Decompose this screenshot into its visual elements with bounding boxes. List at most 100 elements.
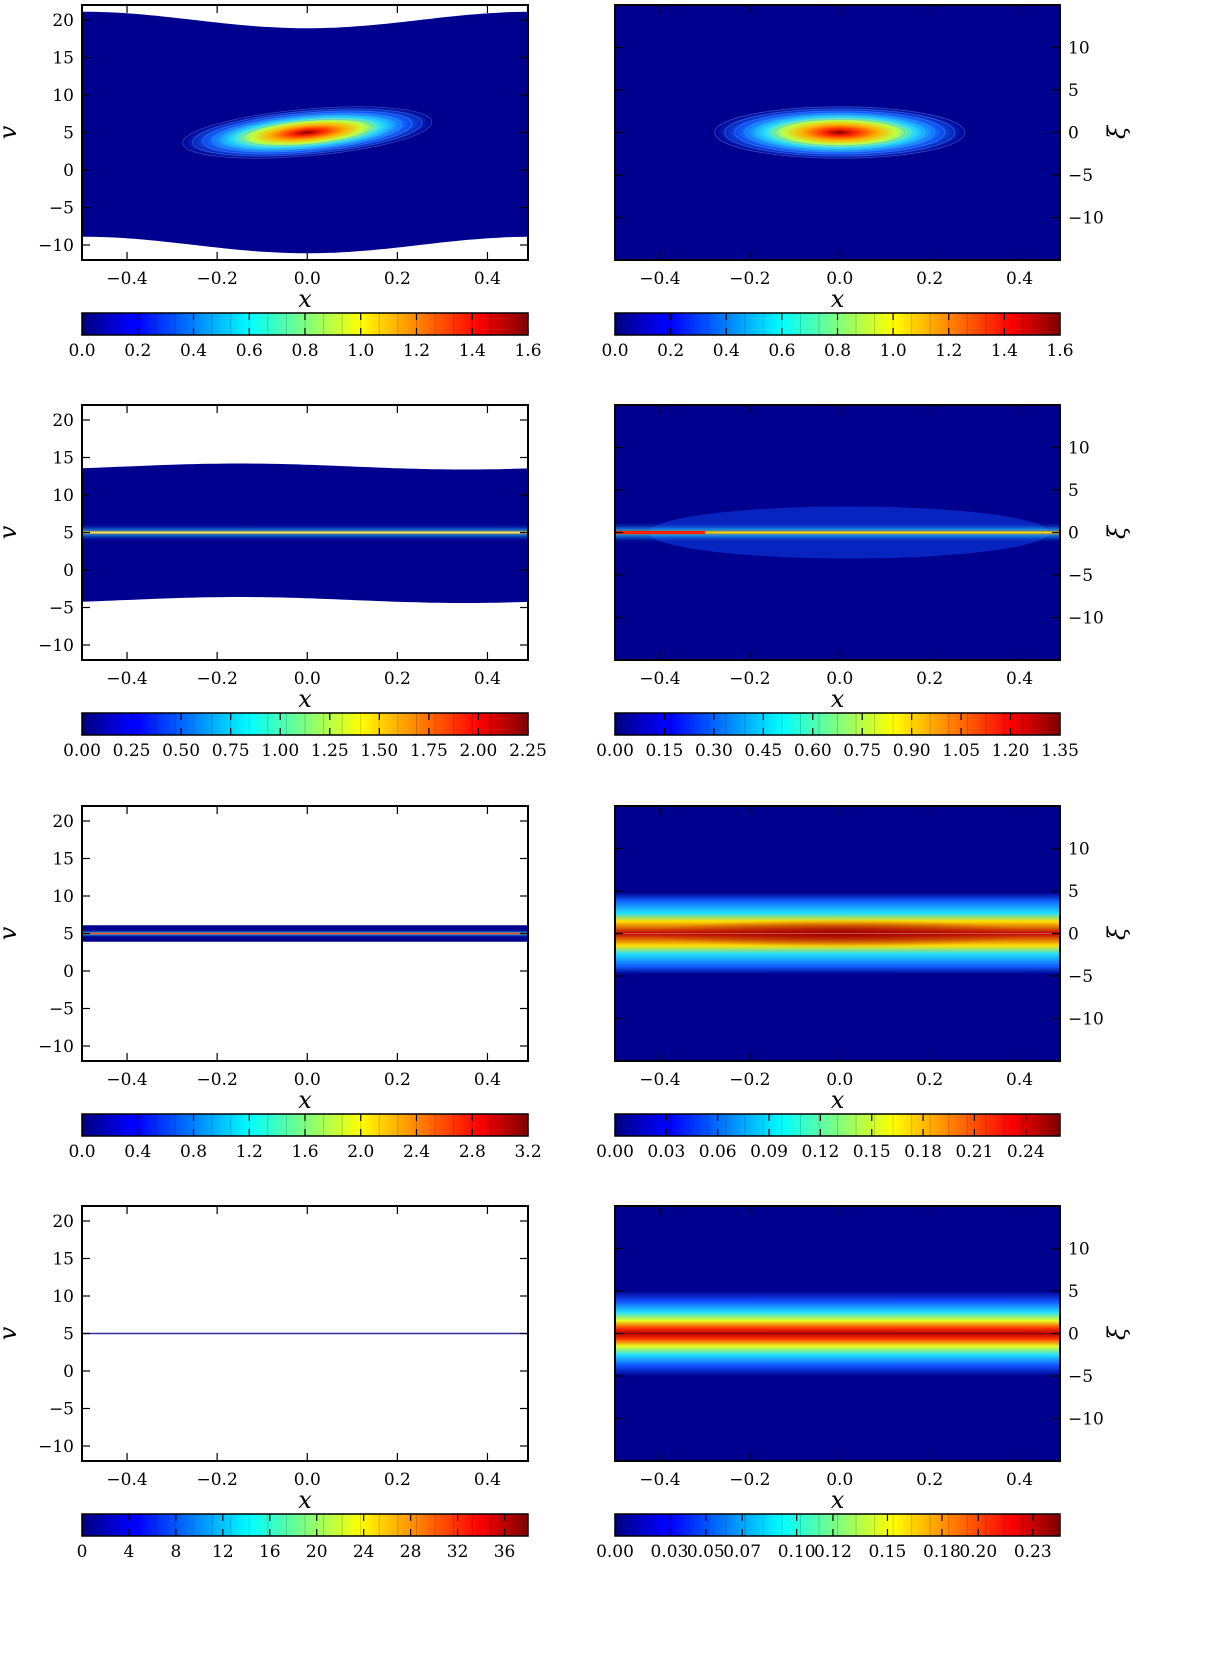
density-peak bbox=[714, 106, 965, 159]
colorbar-tick-label: 1.00 bbox=[261, 741, 299, 761]
colorbar-tick-label: 0.10 bbox=[778, 1542, 816, 1562]
contour-line bbox=[202, 110, 413, 155]
y-tick-label: 5 bbox=[63, 124, 74, 144]
y-axis-label: ξ bbox=[1103, 925, 1131, 940]
x-tick-label: −0.2 bbox=[197, 669, 238, 689]
y-tick-label: −5 bbox=[1068, 967, 1093, 987]
colorbar-tick-label: 0.8 bbox=[180, 1142, 207, 1162]
y-tick-label: −5 bbox=[49, 199, 74, 219]
y-tick-label: 20 bbox=[52, 11, 74, 31]
x-tick-label: −0.4 bbox=[106, 269, 147, 289]
y-tick-label: −10 bbox=[38, 636, 74, 656]
colorbar-tick-label: 0.21 bbox=[955, 1142, 993, 1162]
colorbar-tick-label: 0.03 bbox=[647, 1142, 685, 1162]
colorbar-tick-label: 8 bbox=[170, 1542, 181, 1562]
x-tick-label: 0.4 bbox=[1006, 1070, 1033, 1090]
contour-line bbox=[222, 114, 393, 151]
colorbar-frame bbox=[81, 1513, 529, 1537]
colorbar-tick-label: 0 bbox=[77, 1542, 88, 1562]
contour-line bbox=[192, 108, 423, 157]
colorbar-tick-label: 0.30 bbox=[695, 741, 733, 761]
colorbar-tick-label: 0.90 bbox=[893, 741, 931, 761]
x-tick-label: 0.0 bbox=[294, 1070, 321, 1090]
y-tick-label: 5 bbox=[1068, 481, 1079, 501]
colorbar-tick-label: 0.50 bbox=[162, 741, 200, 761]
heatmap-area bbox=[615, 806, 1060, 1061]
colorbar-tick-label: 0.00 bbox=[596, 1142, 634, 1162]
panel-right-row-1: −0.4 −0.2 0.0 0.2 0.4 x 10 5 0 −5 −10 ξ 0.0 0.2 0.4 0.6… bbox=[601, 4, 1131, 361]
x-tick-label: 0.4 bbox=[1006, 669, 1033, 689]
y-tick-label: 10 bbox=[52, 887, 74, 907]
y-tick-label: −10 bbox=[38, 1037, 74, 1057]
x-tick-label: 0.4 bbox=[474, 269, 501, 289]
y-tick-label: 15 bbox=[52, 1250, 74, 1270]
colorbar-tick-label: 0.18 bbox=[923, 1542, 961, 1562]
colorbar-tick-label: 0.00 bbox=[596, 1542, 634, 1562]
y-tick-label: 10 bbox=[52, 1287, 74, 1307]
colorbar-tick-label: 1.35 bbox=[1041, 741, 1079, 761]
x-tick-label: −0.2 bbox=[197, 1470, 238, 1490]
y-tick-label: 0 bbox=[63, 561, 74, 581]
x-tick-label: 0.2 bbox=[916, 1070, 943, 1090]
contour-line bbox=[232, 116, 383, 149]
heatmap-area bbox=[615, 5, 1060, 260]
density-peak bbox=[649, 919, 1030, 948]
colorbar-tick-label: 36 bbox=[494, 1542, 516, 1562]
colorbar-tick-label: 0.75 bbox=[212, 741, 250, 761]
colorbar-frame bbox=[614, 712, 1061, 736]
colorbar-tick-label: 2.4 bbox=[403, 1142, 430, 1162]
y-axis-label: v bbox=[0, 525, 22, 539]
x-axis-label: x bbox=[831, 1086, 845, 1114]
colorbar-tick-label: 0.2 bbox=[124, 341, 151, 361]
y-tick-label: −5 bbox=[1068, 566, 1093, 586]
colorbar-tick-label: 0.8 bbox=[824, 341, 851, 361]
x-tick-label: 0.2 bbox=[916, 669, 943, 689]
colorbar-tick-label: 0.4 bbox=[124, 1142, 151, 1162]
colorbar-tick-label: 1.2 bbox=[403, 341, 430, 361]
y-tick-label: 15 bbox=[52, 850, 74, 870]
colorbar-tick-label: 1.20 bbox=[992, 741, 1030, 761]
x-tick-label: 0.2 bbox=[384, 1070, 411, 1090]
colorbar-tick-label: 4 bbox=[124, 1542, 135, 1562]
y-tick-label: 0 bbox=[1068, 524, 1079, 544]
x-tick-label: 0.0 bbox=[294, 1470, 321, 1490]
y-tick-label: 5 bbox=[1068, 882, 1079, 902]
x-axis-label: x bbox=[298, 1086, 312, 1114]
y-axis-label: v bbox=[0, 1326, 22, 1340]
contour-line bbox=[242, 118, 373, 147]
colorbar-tick-label: 0.8 bbox=[291, 341, 318, 361]
colorbar-tick-label: 0.6 bbox=[236, 341, 263, 361]
x-tick-label: 0.0 bbox=[826, 1470, 853, 1490]
x-tick-label: −0.4 bbox=[639, 1470, 680, 1490]
colorbar-tick-label: 0.03 bbox=[651, 1542, 689, 1562]
y-tick-label: 20 bbox=[52, 411, 74, 431]
y-axis-label: v bbox=[0, 926, 22, 940]
colorbar-tick-label: 12 bbox=[212, 1542, 234, 1562]
colorbar-tick-label: 0.24 bbox=[1007, 1142, 1045, 1162]
colorbar-tick-label: 24 bbox=[353, 1542, 375, 1562]
x-tick-label: 0.2 bbox=[384, 269, 411, 289]
x-axis-label: x bbox=[298, 1486, 312, 1514]
x-tick-label: 0.2 bbox=[916, 269, 943, 289]
colorbar-tick-label: 1.0 bbox=[347, 341, 374, 361]
y-tick-label: 10 bbox=[1068, 39, 1090, 59]
y-axis-label: ξ bbox=[1103, 124, 1131, 139]
colorbar-tick-label: 0.4 bbox=[713, 341, 740, 361]
x-tick-label: 0.2 bbox=[384, 669, 411, 689]
panel-right-row-4: −0.4 −0.2 0.0 0.2 0.4 x 10 5 0 −5 −10 ξ 0.00 0.030.05… bbox=[596, 1205, 1131, 1562]
x-tick-label: −0.2 bbox=[729, 1470, 770, 1490]
x-tick-label: 0.2 bbox=[916, 1470, 943, 1490]
colorbar-tick-label: 0.4 bbox=[180, 341, 207, 361]
y-tick-label: −10 bbox=[1068, 1410, 1104, 1430]
y-tick-label: 0 bbox=[63, 161, 74, 181]
colorbar-tick-label: 0.2 bbox=[657, 341, 684, 361]
x-tick-label: 0.4 bbox=[1006, 269, 1033, 289]
x-tick-label: 0.0 bbox=[294, 669, 321, 689]
y-tick-label: 5 bbox=[63, 524, 74, 544]
x-tick-label: 0.4 bbox=[474, 1470, 501, 1490]
heatmap-area bbox=[82, 925, 528, 942]
panel-left-row-3: −0.4 −0.2 0.0 0.2 0.4 x 20 15 10 5 0 −5 −10 v 0.0 0.4 0.… bbox=[0, 805, 542, 1162]
colorbar-tick-label: 1.2 bbox=[236, 1142, 263, 1162]
y-tick-label: 0 bbox=[1068, 925, 1079, 945]
